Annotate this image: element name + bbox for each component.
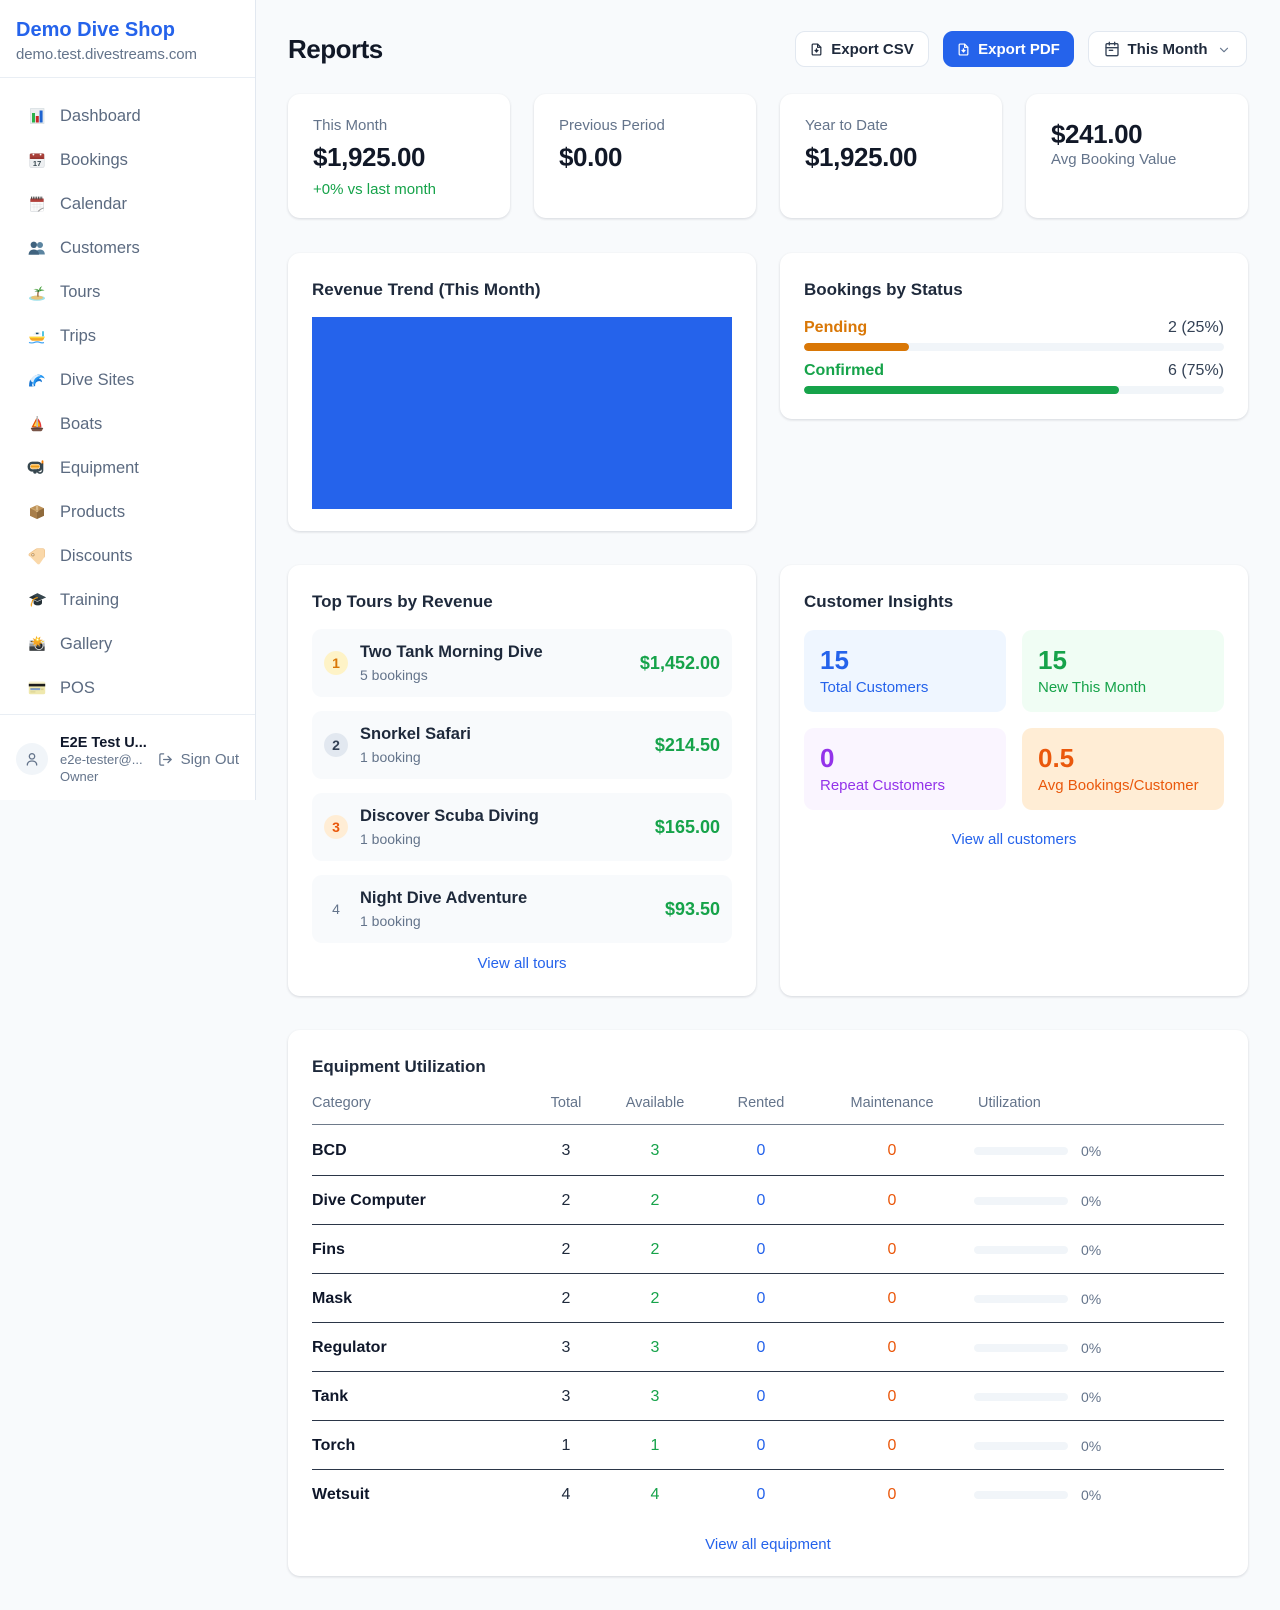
svg-text:17: 17	[33, 159, 41, 168]
